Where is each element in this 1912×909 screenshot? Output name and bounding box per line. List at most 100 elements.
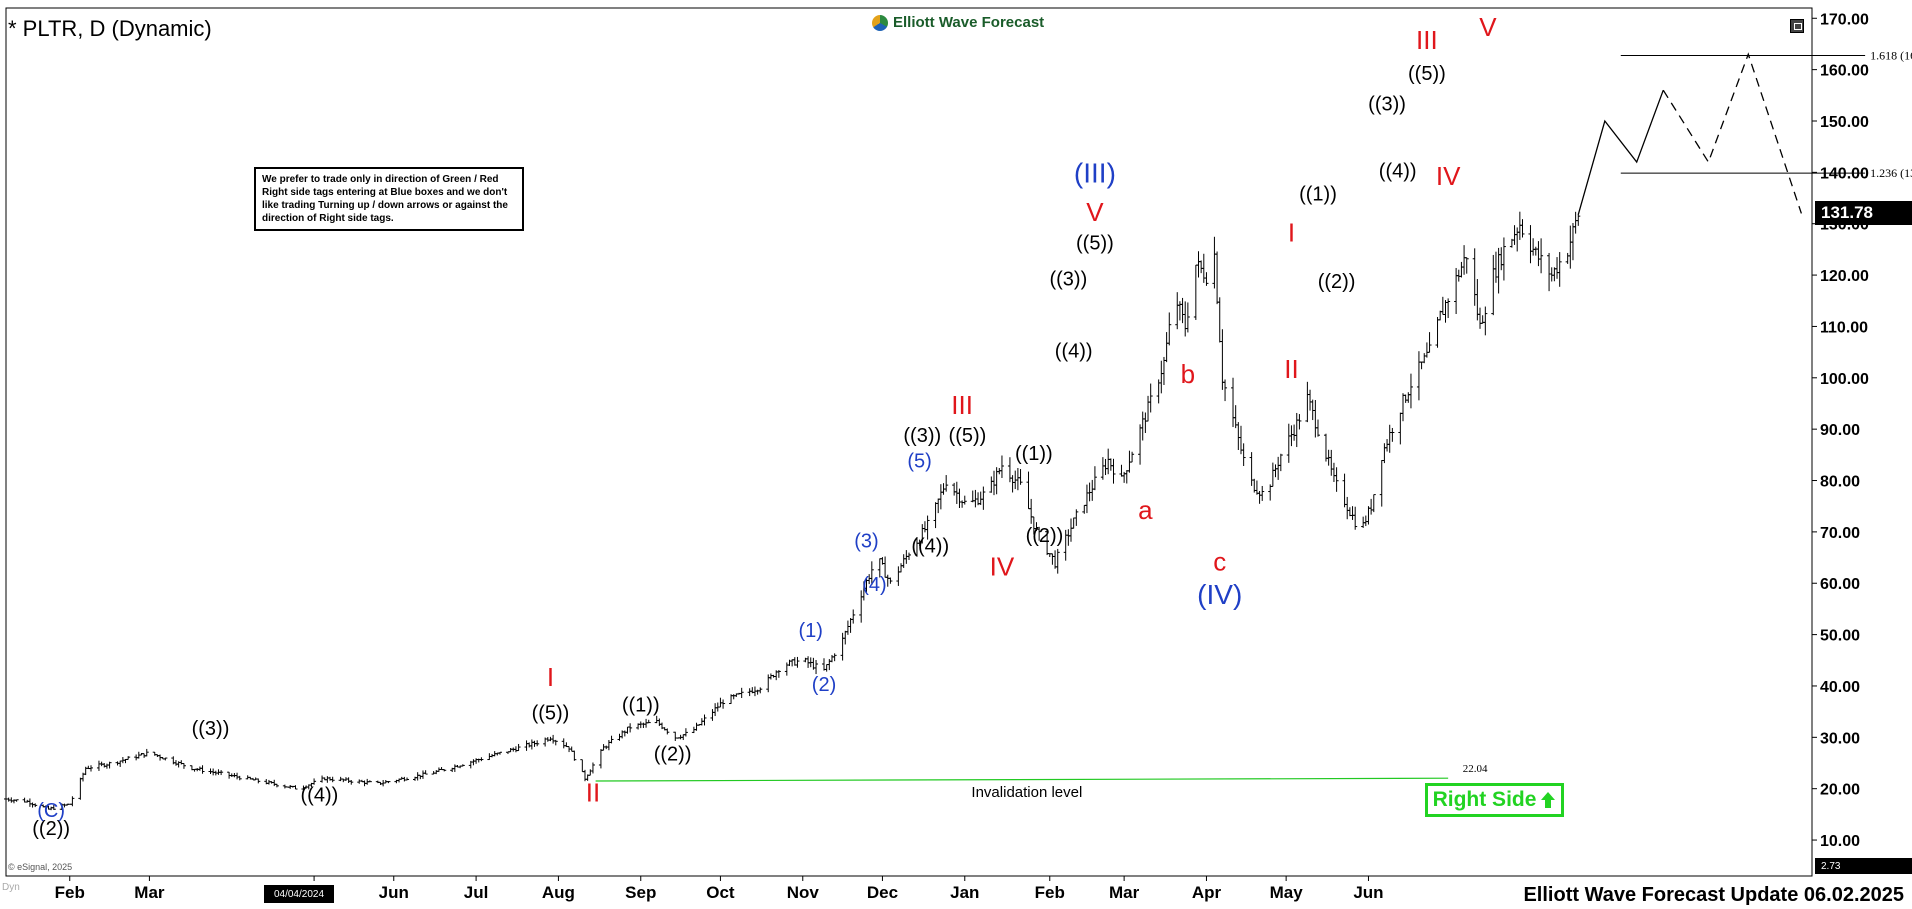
y-tick-label: 90.00 bbox=[1820, 422, 1860, 439]
x-tick-label: Jan bbox=[950, 883, 979, 902]
y-tick-label: 10.00 bbox=[1820, 833, 1860, 850]
cursor-date-badge: 04/04/2024 bbox=[264, 885, 334, 903]
ohlc-bar bbox=[1440, 296, 1445, 316]
footer-update: Elliott Wave Forecast Update 06.02.2025 bbox=[1523, 884, 1904, 906]
ohlc-bar bbox=[999, 455, 1004, 478]
ohlc-bar bbox=[1286, 423, 1291, 463]
ohlc-bar bbox=[814, 659, 819, 675]
ohlc-bar bbox=[1456, 269, 1461, 282]
ohlc-bar bbox=[1403, 394, 1408, 403]
wave-label: ((1)) bbox=[622, 695, 660, 717]
ohlc-bar bbox=[471, 759, 476, 766]
y-tick-label: 110.00 bbox=[1820, 319, 1868, 336]
ohlc-bar bbox=[907, 552, 911, 560]
ohlc-bar bbox=[1472, 248, 1477, 306]
ohlc-bar bbox=[845, 620, 850, 635]
ohlc-bar bbox=[524, 740, 529, 751]
ohlc-bar bbox=[1090, 479, 1095, 501]
ohlc-bar bbox=[1220, 329, 1225, 390]
ohlc-bar bbox=[1100, 457, 1105, 480]
ohlc-bar bbox=[1491, 254, 1496, 316]
ohlc-bar bbox=[784, 662, 789, 676]
wave-label: c bbox=[1213, 546, 1226, 576]
ohlc-bar bbox=[1342, 473, 1347, 508]
ohlc-bar bbox=[14, 799, 19, 802]
ohlc-bar bbox=[1347, 507, 1352, 517]
ohlc-bar bbox=[1180, 297, 1185, 324]
ohlc-bar bbox=[768, 673, 773, 680]
ohlc-bar bbox=[938, 484, 943, 510]
ohlc-bar bbox=[731, 694, 736, 700]
ohlc-bar bbox=[936, 498, 941, 514]
ohlc-bar bbox=[1055, 548, 1060, 574]
ohlc-bar bbox=[1547, 252, 1552, 292]
arrow-up-icon bbox=[1541, 792, 1556, 808]
ohlc-bar bbox=[78, 777, 83, 800]
ohlc-bar bbox=[163, 757, 168, 761]
ohlc-bar bbox=[1493, 251, 1498, 283]
ohlc-bar bbox=[423, 770, 428, 775]
ohlc-bar bbox=[9, 797, 14, 803]
ohlc-bar bbox=[312, 778, 317, 785]
ohlc-bar bbox=[1249, 452, 1254, 486]
ohlc-bar bbox=[126, 756, 131, 760]
ohlc-bar bbox=[1103, 458, 1108, 476]
y-tick-label: 40.00 bbox=[1820, 679, 1860, 696]
wave-label: I bbox=[547, 662, 554, 692]
ohlc-bar bbox=[944, 475, 949, 492]
ohlc-bar bbox=[851, 609, 856, 624]
ohlc-bar bbox=[721, 699, 726, 709]
ohlc-bar bbox=[452, 764, 457, 772]
ohlc-bar bbox=[806, 656, 811, 668]
y-tick-label: 150.00 bbox=[1820, 114, 1869, 131]
projection-solid bbox=[1577, 89, 1664, 215]
ohlc-bar bbox=[1029, 498, 1034, 524]
ohlc-bar bbox=[739, 687, 744, 698]
ohlc-bar bbox=[1161, 356, 1166, 386]
ohlc-bar bbox=[580, 759, 585, 773]
ohlc-bar bbox=[1204, 272, 1209, 286]
ohlc-bar bbox=[1478, 307, 1483, 329]
ohlc-bar bbox=[638, 721, 643, 729]
window-restore-icon[interactable] bbox=[1790, 19, 1804, 33]
wave-label: ((4)) bbox=[911, 535, 949, 557]
ohlc-bar bbox=[553, 739, 558, 746]
ohlc-bar bbox=[1446, 298, 1451, 319]
ohlc-bar bbox=[569, 746, 574, 752]
x-tick-label: Jun bbox=[1353, 883, 1383, 902]
ohlc-bar bbox=[219, 770, 224, 776]
wave-label: ((1)) bbox=[1015, 443, 1053, 465]
x-tick-label: Feb bbox=[55, 883, 85, 902]
ohlc-bar bbox=[1236, 422, 1241, 450]
ohlc-bar bbox=[896, 566, 901, 586]
ohlc-bar bbox=[989, 476, 994, 493]
ohlc-bar bbox=[1379, 459, 1384, 507]
last-price-badge: 131.78 bbox=[1815, 201, 1912, 225]
ohlc-bar bbox=[1387, 424, 1392, 453]
ohlc-bar bbox=[952, 482, 957, 496]
ohlc-bar bbox=[962, 495, 967, 505]
wave-label: (2) bbox=[812, 674, 836, 696]
ohlc-bar bbox=[107, 761, 112, 769]
ohlc-bar bbox=[1212, 236, 1217, 289]
ohlc-bar bbox=[1292, 424, 1297, 441]
ohlc-bar bbox=[1260, 485, 1265, 501]
ohlc-bar bbox=[274, 783, 279, 788]
ohlc-bar bbox=[1308, 389, 1313, 411]
ohlc-bar bbox=[1557, 252, 1562, 287]
ohlc-bar bbox=[1119, 464, 1124, 477]
ohlc-bar bbox=[646, 719, 651, 724]
ohlc-bar bbox=[606, 740, 611, 751]
ohlc-bar bbox=[1217, 297, 1222, 343]
ohlc-bar bbox=[237, 775, 242, 781]
wave-label: ((3)) bbox=[903, 425, 941, 447]
wave-label: ((4)) bbox=[1379, 160, 1417, 182]
y-tick-label: 120.00 bbox=[1820, 268, 1869, 285]
wave-label: ((5)) bbox=[1408, 63, 1446, 85]
ohlc-bar bbox=[747, 688, 752, 697]
ohlc-bar bbox=[104, 763, 109, 769]
fib-level-label: 1.618 (162.75) bbox=[1870, 49, 1912, 63]
wave-label: I bbox=[1288, 218, 1295, 248]
wave-label: III bbox=[1416, 25, 1438, 55]
